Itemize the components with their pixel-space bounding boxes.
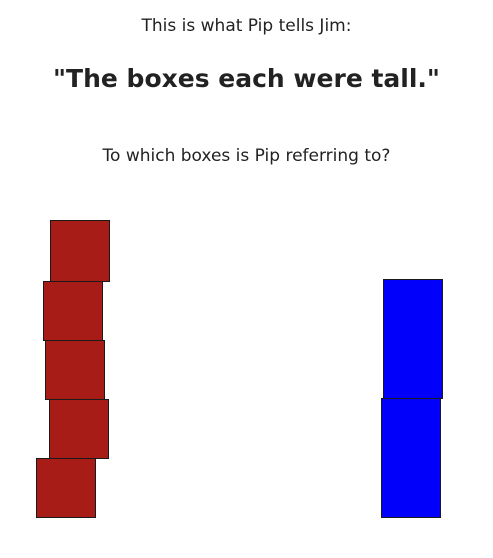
- red-box[interactable]: [43, 281, 103, 341]
- red-box[interactable]: [45, 340, 105, 400]
- blue-box[interactable]: [383, 279, 443, 399]
- blue-box[interactable]: [381, 398, 441, 518]
- intro-text: This is what Pip tells Jim:: [141, 16, 352, 36]
- quote-text: "The boxes each were tall.": [53, 64, 440, 93]
- red-box[interactable]: [36, 458, 96, 518]
- red-box[interactable]: [50, 220, 110, 282]
- red-box[interactable]: [49, 399, 109, 459]
- question-text: To which boxes is Pip referring to?: [102, 146, 391, 166]
